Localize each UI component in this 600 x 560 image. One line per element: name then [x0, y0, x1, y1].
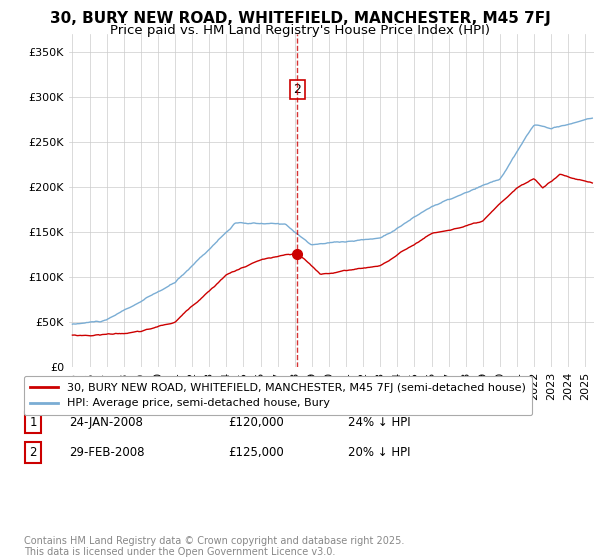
Text: 24-JAN-2008: 24-JAN-2008 — [69, 416, 143, 430]
Text: £125,000: £125,000 — [228, 446, 284, 459]
Text: Contains HM Land Registry data © Crown copyright and database right 2025.
This d: Contains HM Land Registry data © Crown c… — [24, 535, 404, 557]
Text: 29-FEB-2008: 29-FEB-2008 — [69, 446, 145, 459]
Legend: 30, BURY NEW ROAD, WHITEFIELD, MANCHESTER, M45 7FJ (semi-detached house), HPI: A: 30, BURY NEW ROAD, WHITEFIELD, MANCHESTE… — [23, 376, 532, 415]
Text: Price paid vs. HM Land Registry's House Price Index (HPI): Price paid vs. HM Land Registry's House … — [110, 24, 490, 36]
Text: 1: 1 — [29, 416, 37, 430]
Text: 2: 2 — [293, 83, 301, 96]
Text: 20% ↓ HPI: 20% ↓ HPI — [348, 446, 410, 459]
Text: 30, BURY NEW ROAD, WHITEFIELD, MANCHESTER, M45 7FJ: 30, BURY NEW ROAD, WHITEFIELD, MANCHESTE… — [50, 11, 550, 26]
Text: £120,000: £120,000 — [228, 416, 284, 430]
Text: 2: 2 — [29, 446, 37, 459]
Text: 24% ↓ HPI: 24% ↓ HPI — [348, 416, 410, 430]
